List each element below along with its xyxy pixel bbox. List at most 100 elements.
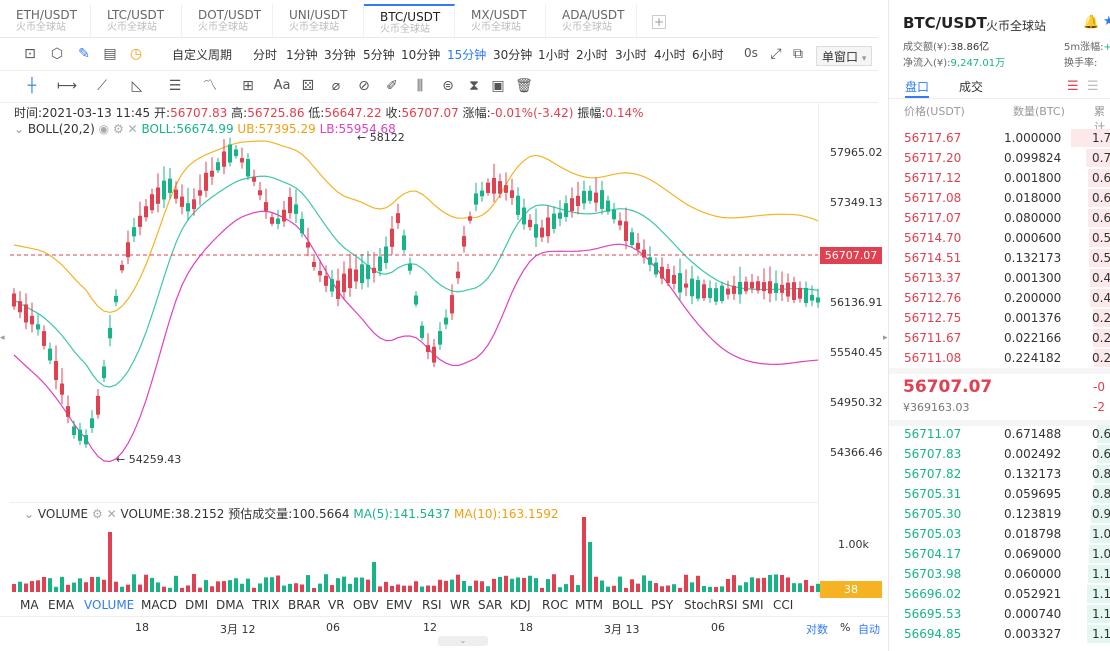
star-icon[interactable]: ★	[1103, 14, 1110, 29]
tab-eth-usdt[interactable]: ETH/USDT 火币全球站	[0, 4, 91, 37]
collapse-icon[interactable]: ⌄	[24, 507, 35, 521]
indicator-trix[interactable]: TRIX	[252, 598, 280, 612]
settings-icon[interactable]: ⬡	[50, 46, 64, 62]
ask-row[interactable]: 56717.67 1.000000 1.78	[889, 129, 1110, 147]
period-1h[interactable]: 1小时	[538, 48, 570, 62]
delete-icon[interactable]: 🗑	[515, 78, 533, 94]
ask-row[interactable]: 56714.70 0.000600 0.58	[889, 229, 1110, 247]
draw-pen-icon[interactable]: ✎	[78, 46, 90, 62]
custom-period-button[interactable]: 自定义周期	[172, 48, 233, 62]
horizontal-line-icon[interactable]: ⟼	[57, 78, 78, 94]
ask-row[interactable]: 56717.20 0.099824 0.78	[889, 149, 1110, 167]
period-3h[interactable]: 3小时	[615, 48, 647, 62]
grid-icon[interactable]: ⊞	[242, 78, 254, 94]
period-30m[interactable]: 30分钟	[493, 48, 533, 62]
period-3m[interactable]: 3分钟	[324, 48, 356, 62]
auto-scale-button[interactable]: 自动	[858, 623, 880, 636]
save-layout-icon[interactable]: ▤	[103, 46, 117, 62]
trend-line-icon[interactable]: ⟋	[97, 78, 107, 94]
indicator-volume[interactable]: VOLUME	[84, 598, 135, 612]
eye-icon[interactable]: ◉	[98, 122, 110, 136]
window-mode-select[interactable]: 单窗口 ▾	[816, 46, 872, 66]
indicator-smi[interactable]: SMI	[742, 598, 764, 612]
ask-row[interactable]: 56711.67 0.022166 0.24	[889, 329, 1110, 347]
indicator-ma[interactable]: MA	[20, 598, 39, 612]
close-icon[interactable]: ✕	[106, 507, 117, 521]
indicator-kdj[interactable]: KDJ	[510, 598, 531, 612]
indicator-dma[interactable]: DMA	[216, 598, 244, 612]
bid-row[interactable]: 56696.02 0.052921 1.19	[889, 585, 1110, 603]
indicator-macd[interactable]: MACD	[141, 598, 177, 612]
pattern-icon[interactable]: ⚄	[301, 78, 315, 94]
bars-icon[interactable]: ⫼	[416, 78, 424, 94]
tab-ltc-usdt[interactable]: LTC/USDT 火币全球站	[91, 4, 182, 37]
crosshair-icon[interactable]: ┼	[27, 78, 37, 94]
indicator-vr[interactable]: VR	[328, 598, 345, 612]
indicator-ema[interactable]: EMA	[48, 598, 75, 612]
wave-icon[interactable]: 〽	[203, 78, 217, 94]
period-tick[interactable]: 分时	[253, 48, 278, 62]
bid-row[interactable]: 56707.83 0.002492 0.67	[889, 445, 1110, 463]
book-list-icon[interactable]: ☰	[1087, 79, 1099, 94]
bid-row[interactable]: 56705.31 0.059695 0.86	[889, 485, 1110, 503]
ask-row[interactable]: 56717.08 0.018000 0.67	[889, 189, 1110, 207]
indicator-psy[interactable]: PSY	[651, 598, 674, 612]
clock-icon[interactable]: ◷	[129, 46, 143, 62]
bid-row[interactable]: 56711.07 0.671488 0.67	[889, 425, 1110, 443]
bid-row[interactable]: 56695.53 0.000740 1.19	[889, 605, 1110, 623]
bid-row[interactable]: 56704.17 0.069000 1.07	[889, 545, 1110, 563]
period-15m[interactable]: 15分钟	[447, 48, 487, 62]
bid-row[interactable]: 56705.03 0.018798 1.00	[889, 525, 1110, 543]
tab-order-book[interactable]: 盘口	[905, 80, 930, 94]
indicator-emv[interactable]: EMV	[386, 598, 413, 612]
collapse-panel-icon[interactable]: ▸	[883, 333, 888, 343]
ask-row[interactable]: 56717.07 0.080000 0.66	[889, 209, 1110, 227]
period-10m[interactable]: 10分钟	[401, 48, 441, 62]
percent-scale-button[interactable]: %	[840, 621, 851, 634]
ruler-icon[interactable]: ⊘	[358, 78, 370, 94]
bid-row[interactable]: 56694.85 0.003327 1.19	[889, 625, 1110, 643]
ask-row[interactable]: 56711.08 0.224182 0.22	[889, 349, 1110, 367]
ask-row[interactable]: 56713.37 0.001300 0.44	[889, 269, 1110, 287]
bell-icon[interactable]: 🔔	[1083, 15, 1100, 30]
period-4h[interactable]: 4小时	[654, 48, 686, 62]
indicator-boll[interactable]: BOLL	[612, 598, 643, 612]
bid-row[interactable]: 56707.82 0.132173 0.80	[889, 465, 1110, 483]
period-6h[interactable]: 6小时	[692, 48, 724, 62]
indicator-roc[interactable]: ROC	[542, 598, 569, 612]
indicator-brar[interactable]: BRAR	[288, 598, 321, 612]
ask-row[interactable]: 56712.76 0.200000 0.44	[889, 289, 1110, 307]
text-icon[interactable]: Aa	[273, 78, 291, 93]
gear-icon[interactable]: ⚙	[112, 122, 124, 136]
tab-mx-usdt[interactable]: MX/USDT 火币全球站	[455, 4, 546, 37]
collapse-icon[interactable]: ⌄	[14, 122, 25, 136]
ask-row[interactable]: 56712.75 0.001376 0.24	[889, 309, 1110, 327]
indicator-rsi[interactable]: RSI	[422, 598, 442, 612]
bid-row[interactable]: 56703.98 0.060000 1.13	[889, 565, 1110, 583]
indicator-dmi[interactable]: DMI	[185, 598, 209, 612]
tab-uni-usdt[interactable]: UNI/USDT 火币全球站	[273, 4, 364, 37]
expand-left-icon[interactable]: ◂	[0, 333, 5, 343]
book-both-icon[interactable]: ☰	[1067, 79, 1079, 94]
indicator-obv[interactable]: OBV	[353, 598, 379, 612]
ask-row[interactable]: 56717.12 0.001800 0.68	[889, 169, 1110, 187]
pane-resize-handle[interactable]: ⌄	[438, 636, 488, 646]
screenshot-icon[interactable]: ▣	[491, 78, 505, 94]
chart-type-icon[interactable]: ⊡	[24, 46, 36, 62]
tab-btc-usdt[interactable]: BTC/USDT 火币全球站	[364, 4, 455, 37]
pencil-icon[interactable]: ✐	[386, 78, 398, 94]
ask-row[interactable]: 56714.51 0.132173 0.58	[889, 249, 1110, 267]
period-2h[interactable]: 2小时	[576, 48, 608, 62]
period-1m[interactable]: 1分钟	[286, 48, 318, 62]
magnet-icon[interactable]: ⧗	[469, 78, 479, 94]
period-5m[interactable]: 5分钟	[363, 48, 395, 62]
popout-icon[interactable]: ⧉	[793, 46, 803, 62]
indicator-sar[interactable]: SAR	[478, 598, 503, 612]
angle-icon[interactable]: ◺	[131, 78, 143, 94]
gear-icon[interactable]: ⚙	[91, 507, 103, 521]
bid-row[interactable]: 56705.30 0.123819 0.98	[889, 505, 1110, 523]
channel-icon[interactable]: ☰	[168, 78, 182, 94]
tab-dot-usdt[interactable]: DOT/USDT 火币全球站	[182, 4, 273, 37]
indicator-cci[interactable]: CCI	[773, 598, 794, 612]
fullscreen-icon[interactable]: ⤢	[770, 46, 782, 62]
